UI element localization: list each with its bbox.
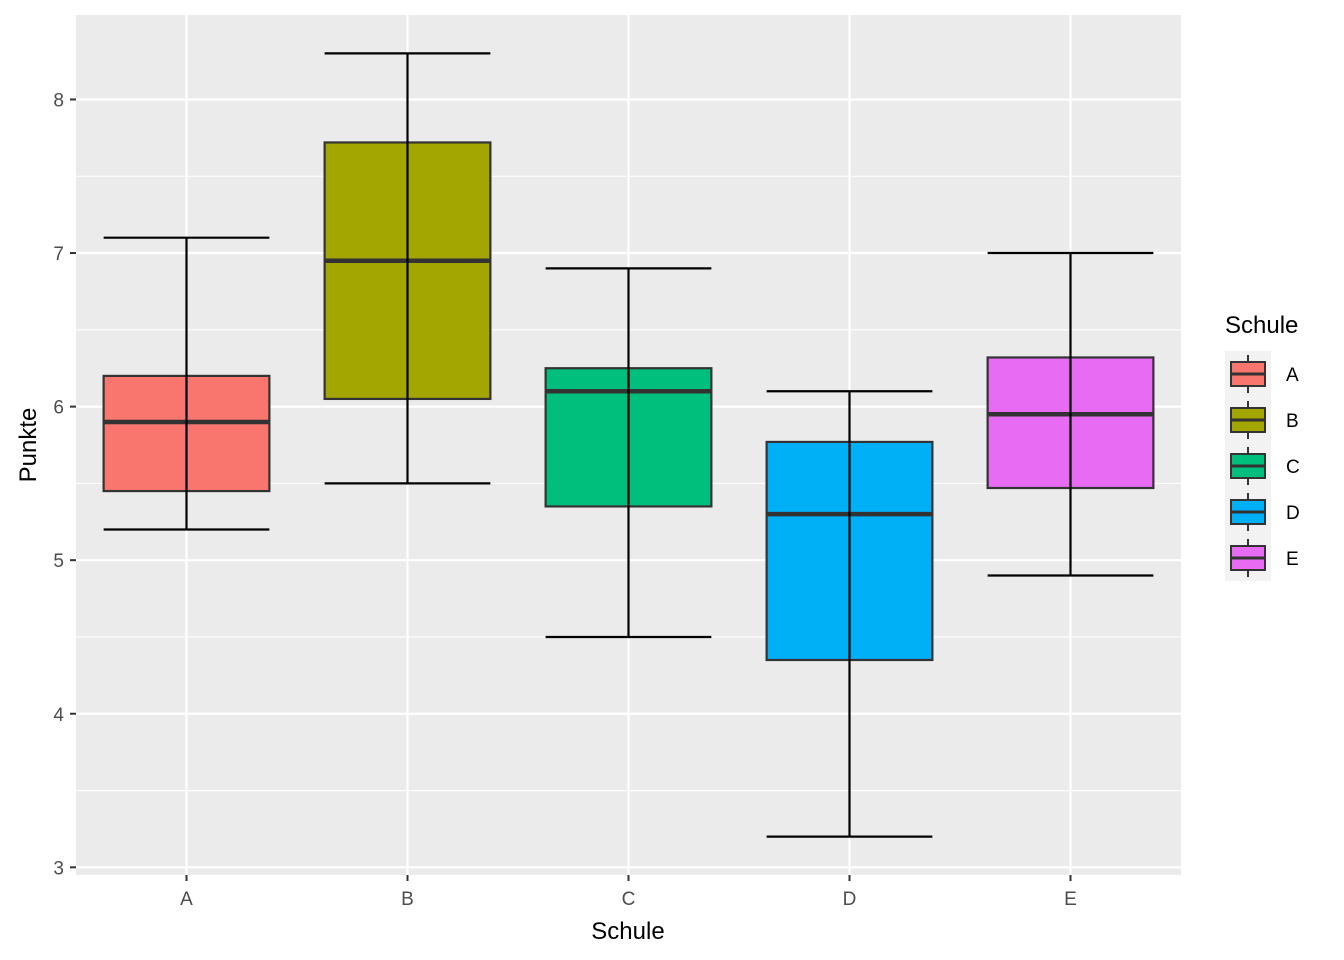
y-tick-label: 6 [53, 398, 64, 419]
box-E [986, 251, 1155, 577]
legend-label: C [1286, 457, 1300, 478]
x-axis: A B C D E [180, 875, 1077, 910]
x-tick-label: B [401, 889, 414, 910]
y-axis-title: Punkte [15, 408, 42, 483]
x-tick-label: A [180, 889, 193, 910]
legend-label: B [1286, 411, 1299, 432]
y-tick-label: 8 [53, 90, 64, 111]
legend-key-E: E [1230, 539, 1299, 577]
y-tick-label: 4 [53, 705, 64, 726]
box-A [102, 236, 271, 531]
legend-label: A [1286, 365, 1299, 386]
y-tick-label: 7 [53, 244, 64, 265]
legend-keys: A B C D E [1225, 351, 1300, 581]
y-tick-label: 5 [53, 551, 64, 572]
box-series [102, 52, 1155, 838]
y-axis: 3 4 5 6 7 8 [53, 90, 76, 879]
y-tick-label: 3 [53, 858, 64, 879]
legend-label: D [1286, 503, 1300, 524]
x-tick-label: E [1064, 889, 1077, 910]
box-C [544, 267, 713, 639]
legend-key-A: A [1230, 355, 1299, 393]
legend-key-B: B [1230, 401, 1299, 439]
legend-title: Schule [1225, 312, 1298, 339]
x-tick-label: C [622, 889, 636, 910]
box-D [765, 390, 934, 838]
legend-label: E [1286, 549, 1299, 570]
x-tick-label: D [843, 889, 857, 910]
box-B [323, 52, 492, 485]
legend: Schule A B C D E [1225, 312, 1300, 581]
legend-key-D: D [1230, 493, 1300, 531]
x-axis-title: Schule [591, 918, 664, 945]
legend-key-C: C [1230, 447, 1300, 485]
